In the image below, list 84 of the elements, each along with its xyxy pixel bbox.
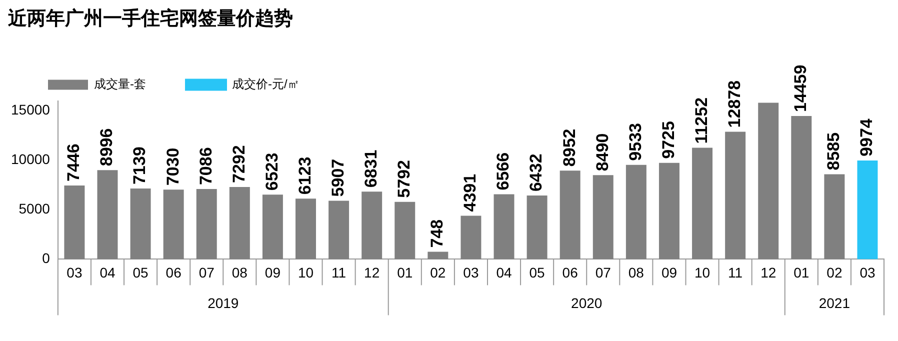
- data-label: 9725: [658, 121, 678, 159]
- text: 2021: [818, 295, 850, 312]
- x-tick-label: 06: [166, 264, 182, 280]
- x-tick-label: 03: [463, 264, 479, 280]
- data-label: 6831: [362, 150, 381, 188]
- y-tick-label: 5000: [18, 200, 50, 217]
- bar: [64, 185, 85, 260]
- data-label: 8585: [824, 132, 844, 170]
- bar: [658, 162, 680, 260]
- x-tick-label: 06: [562, 264, 578, 280]
- data-label: 6432: [526, 154, 546, 192]
- bar: [394, 202, 416, 260]
- data-label: 7030: [163, 148, 182, 186]
- bar: [857, 160, 878, 260]
- data-label: 748: [428, 219, 447, 248]
- bar: [362, 192, 382, 260]
- data-label: 9974: [857, 118, 876, 156]
- text: 2019: [208, 295, 239, 312]
- data-label: 12878: [724, 80, 744, 128]
- x-tick-label: 08: [628, 264, 644, 280]
- bar: [791, 116, 812, 260]
- data-label: 4391: [460, 174, 480, 212]
- bar: [229, 187, 250, 260]
- bar: [296, 198, 316, 260]
- x-tick-label: 01: [794, 264, 810, 280]
- x-tick-label: 04: [496, 264, 512, 280]
- x-tick-label: 02: [430, 264, 446, 280]
- bar: [626, 164, 646, 260]
- y-tick-label: 0: [42, 250, 50, 266]
- data-label: 7292: [229, 145, 248, 184]
- legend-label: 成交量-套: [94, 77, 146, 92]
- data-label: 5792: [394, 160, 414, 198]
- x-tick-label: 07: [198, 264, 215, 280]
- y-tick-label: 10000: [10, 151, 50, 168]
- x-tick-label: 10: [694, 264, 710, 280]
- bar: [725, 132, 746, 260]
- x-tick-label: 12: [760, 264, 776, 280]
- data-label: 5907: [328, 158, 348, 197]
- data-label: 9533: [626, 122, 645, 161]
- data-label: 6523: [262, 152, 282, 191]
- legend-label: 成交价-元/㎡: [232, 77, 300, 92]
- x-tick-label: 03: [860, 264, 876, 280]
- data-label: 8952: [560, 128, 579, 167]
- bar: [262, 194, 283, 260]
- x-tick-label: 07: [595, 264, 612, 280]
- y-tick-label: 15000: [10, 102, 50, 118]
- data-label: 6123: [295, 156, 314, 195]
- x-tick-label: 09: [264, 264, 281, 280]
- data-label: 7446: [64, 144, 84, 182]
- x-tick-label: 10: [298, 264, 314, 280]
- bar: [824, 174, 845, 260]
- bar: [428, 252, 448, 260]
- data-label: 8490: [592, 133, 612, 172]
- bar: [758, 102, 779, 260]
- data-label: 6566: [494, 152, 513, 190]
- data-label: 7086: [196, 147, 216, 186]
- x-tick-label: 08: [232, 264, 248, 280]
- text: 2020: [571, 295, 602, 312]
- data-label: 8996: [97, 128, 116, 166]
- bar: [692, 148, 713, 260]
- x-tick-label: 03: [66, 264, 82, 280]
- bar: [560, 170, 580, 260]
- bar: [494, 194, 514, 260]
- data-label: 7139: [130, 146, 150, 185]
- bar: [328, 200, 350, 260]
- bar: [592, 175, 614, 260]
- bar: [130, 188, 151, 260]
- x-tick-label: 01: [397, 264, 413, 280]
- data-label: 14459: [791, 64, 810, 112]
- x-tick-label: 09: [661, 264, 678, 280]
- data-label: 11252: [692, 97, 711, 144]
- x-tick-label: 02: [826, 264, 842, 280]
- bar: [97, 170, 118, 260]
- bar: [163, 190, 184, 260]
- x-tick-label: 05: [529, 264, 546, 280]
- x-tick-label: 04: [100, 264, 116, 280]
- x-tick-label: 12: [364, 264, 380, 280]
- bar: [196, 189, 217, 260]
- x-tick-label: 05: [132, 264, 149, 280]
- bar: [460, 216, 482, 260]
- x-tick-label: 11: [332, 264, 346, 280]
- x-tick-label: 11: [728, 264, 743, 280]
- chart-title: 近两年广州一手住宅网签量价趋势: [7, 8, 293, 30]
- bar: [526, 196, 548, 260]
